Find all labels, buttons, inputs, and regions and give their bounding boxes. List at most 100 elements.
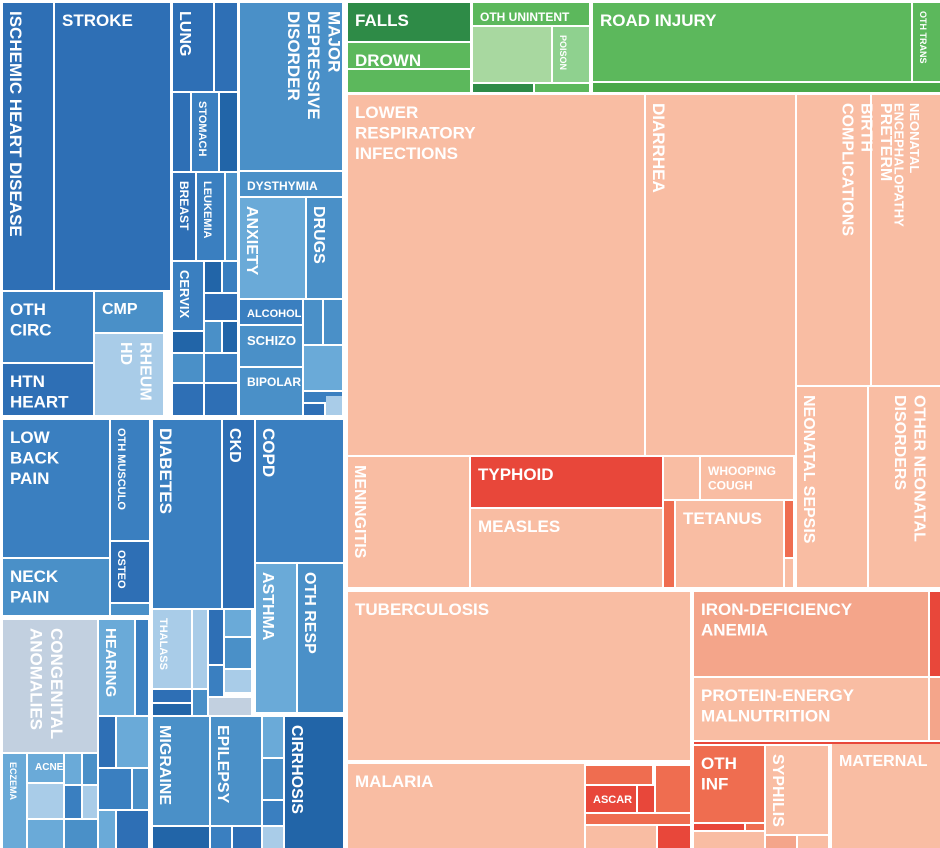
cell [304, 300, 322, 344]
cell [153, 610, 191, 688]
cell-label: MATERNAL [839, 753, 928, 770]
cell-label: OTH TRANS [918, 11, 928, 64]
cell-label: MALARIA [355, 772, 433, 791]
cell [209, 698, 251, 715]
cell-label: FALLS [355, 11, 409, 30]
cell [240, 198, 305, 298]
cell [348, 764, 584, 848]
label-line: ISCHEMIC HEART DISEASE [6, 11, 25, 237]
cell [153, 717, 209, 825]
cell-label: TUBERCULOSIS [355, 600, 489, 619]
cell-label: MENINGITIS [351, 465, 368, 559]
cell [223, 420, 254, 608]
cell [223, 262, 237, 292]
cell-label: LOWER RESPIRATORY INFECTIONS [355, 103, 476, 163]
cell [930, 678, 940, 740]
cell [658, 826, 690, 848]
cell [586, 766, 652, 784]
label-line: ROAD INJURY [600, 11, 717, 30]
cell [173, 93, 190, 171]
cell [646, 95, 795, 455]
cell [348, 457, 469, 587]
cell [240, 326, 302, 366]
cell [173, 173, 195, 260]
label-line: MALNUTRITION [701, 706, 830, 725]
label-line: CERVIX [177, 270, 192, 318]
cell [205, 384, 237, 415]
cell [3, 420, 109, 557]
cell [471, 457, 662, 507]
cell [3, 559, 109, 615]
cell [28, 784, 63, 818]
label-line: DRUGS [310, 206, 327, 264]
label-line: ACNE [35, 762, 64, 773]
cell-label: NEONATAL SEPSIS [800, 395, 817, 544]
cell [766, 746, 828, 834]
cell-label: OTH MUSCULO [115, 428, 127, 510]
cell [83, 754, 97, 784]
cell [233, 827, 261, 848]
label-line: LUNG [176, 11, 193, 56]
cell [3, 292, 93, 362]
cell-label: PROTEIN-ENERGY MALNUTRITION [701, 686, 855, 725]
cell [193, 690, 207, 715]
cell [193, 610, 207, 688]
cell [766, 836, 796, 848]
cell-label: HTN HEART [10, 372, 69, 411]
cell [263, 801, 283, 825]
cell-label: ECZEMA [8, 762, 18, 801]
cell [586, 786, 636, 812]
cell [324, 300, 342, 344]
label-line: TYPHOID [478, 465, 554, 484]
label-line: HEARING [102, 628, 119, 697]
cell-label: DROWN [355, 51, 421, 70]
label-line: COMPLICATIONS [838, 103, 855, 236]
cell-label: LEUKEMIA [201, 181, 213, 239]
cell [173, 384, 203, 415]
label-line: ECZEMA [8, 762, 18, 801]
cell [694, 742, 940, 744]
label-line: ANEMIA [701, 620, 768, 639]
cell [173, 3, 213, 91]
cell-label: BREAST [177, 181, 191, 231]
cell-label: BIPOLAR [247, 375, 301, 389]
label-line: RESPIRATORY [355, 123, 476, 142]
cell [348, 70, 470, 92]
cell-label: CKD [226, 428, 243, 463]
label-line: ALCOHOL [247, 308, 302, 320]
label-line: PROTEIN-ENERGY [701, 686, 855, 705]
cell-label: OSTEO [115, 550, 127, 589]
cell-label: CERVIX [177, 270, 192, 318]
cell-label: STOMACH [196, 101, 208, 156]
cell-label: DIARRHEA [649, 103, 668, 193]
cell [197, 173, 224, 260]
cell-label: ANXIETY [243, 206, 260, 276]
cell-label: OTH RESP [301, 572, 318, 654]
label-line: PAIN [10, 587, 49, 606]
cell [225, 670, 251, 692]
cell-label: NECK PAIN [10, 567, 59, 606]
label-line: OTH MUSCULO [115, 428, 127, 510]
cell [785, 559, 793, 587]
label-line: TUBERCULOSIS [355, 600, 489, 619]
cell [676, 501, 783, 587]
cell-label: OTHER NEONATALDISORDERS [891, 395, 927, 542]
label-line: CMP [102, 301, 138, 318]
label-line: DEPRESSIVE [304, 11, 323, 120]
cell [153, 704, 191, 715]
cell [111, 420, 149, 540]
cell-label: ALCOHOL [247, 308, 302, 320]
label-line: MALARIA [355, 772, 433, 791]
label-line: OTH [701, 754, 737, 773]
cell [111, 604, 149, 615]
cell-label: ISCHEMIC HEART DISEASE [6, 11, 25, 237]
cell [211, 717, 261, 825]
label-line: LEUKEMIA [201, 181, 213, 239]
cell [226, 173, 237, 260]
label-line: DISORDERS [891, 395, 908, 490]
label-line: ANOMALIES [26, 628, 45, 730]
cell-label: TYPHOID [478, 465, 554, 484]
cell-label: ROAD INJURY [600, 11, 717, 30]
